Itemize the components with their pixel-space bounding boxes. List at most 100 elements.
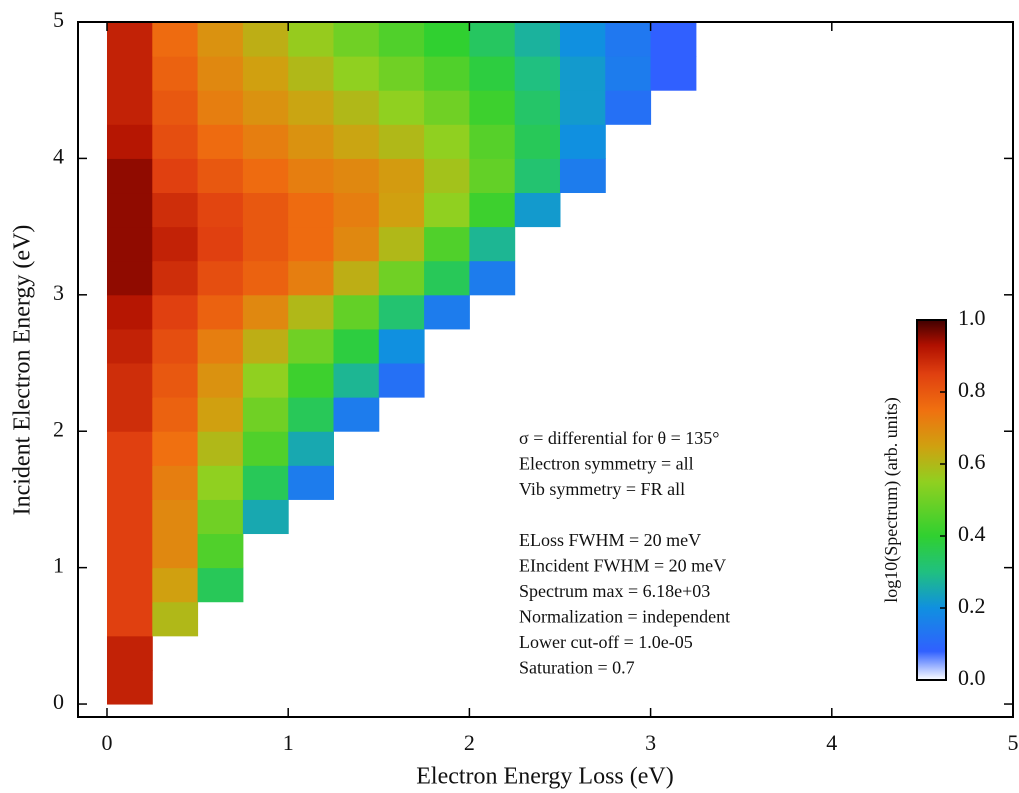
heatmap-cell	[469, 90, 515, 125]
heatmap-cell	[243, 227, 289, 262]
heatmap-cell	[288, 295, 334, 330]
heatmap-cell	[198, 90, 244, 125]
heatmap-cell	[198, 295, 244, 330]
heatmap-cell	[243, 363, 289, 398]
heatmap-cell	[198, 568, 244, 603]
heatmap-cell	[107, 56, 153, 91]
heatmap-cell	[107, 431, 153, 466]
heatmap-cell	[152, 602, 198, 637]
heatmap-cell	[288, 158, 334, 193]
heatmap-cell	[379, 227, 425, 262]
heatmap-cell	[152, 568, 198, 603]
heatmap-cell	[333, 193, 379, 228]
heatmap-cell	[107, 568, 153, 603]
heatmap-cell	[288, 465, 334, 500]
heatmap-cell	[560, 22, 606, 57]
colorbar	[917, 320, 946, 680]
y-tick-label: 0	[53, 689, 64, 714]
annotation: Normalization = independent	[519, 607, 730, 627]
annotation: EIncident FWHM = 20 meV	[519, 556, 726, 576]
heatmap-cell	[198, 22, 244, 57]
heatmap-cell	[152, 397, 198, 432]
colorbar-tick-label: 0.6	[958, 449, 986, 474]
heatmap-cell	[107, 465, 153, 500]
heatmap-cell	[515, 124, 561, 159]
heatmap-cell	[469, 56, 515, 91]
heatmap-cell	[152, 295, 198, 330]
heatmap-cell	[469, 22, 515, 57]
heatmap-cell	[560, 90, 606, 125]
y-tick-label: 5	[53, 7, 64, 32]
heatmap-cell	[243, 465, 289, 500]
heatmap-cell	[152, 363, 198, 398]
heatmap-cell	[469, 124, 515, 159]
heatmap-cell	[152, 534, 198, 569]
heatmap-cell	[152, 124, 198, 159]
heatmap-cell	[243, 193, 289, 228]
heatmap-cell	[333, 329, 379, 364]
heatmap-cell	[515, 22, 561, 57]
heatmap-cell	[379, 329, 425, 364]
heatmap-cell	[243, 261, 289, 296]
heatmap-cell	[107, 329, 153, 364]
heatmap-cell	[379, 22, 425, 57]
heatmap-cell	[107, 499, 153, 534]
heatmap-cell	[152, 193, 198, 228]
heatmap-cell	[379, 56, 425, 91]
y-tick-label: 2	[53, 416, 64, 441]
x-tick-label: 4	[826, 730, 837, 755]
heatmap-cell	[198, 534, 244, 569]
heatmap-cell	[333, 295, 379, 330]
heatmap-cell	[198, 56, 244, 91]
heatmap-cell	[152, 261, 198, 296]
heatmap-cell	[424, 261, 470, 296]
heatmap-cell	[333, 397, 379, 432]
heatmap-cell	[469, 193, 515, 228]
heatmap-cell	[288, 193, 334, 228]
heatmap-cell	[515, 90, 561, 125]
heatmap-cell	[107, 602, 153, 637]
annotation: σ = differential for θ = 135°	[519, 428, 719, 448]
heatmap-cell	[333, 22, 379, 57]
annotation: Spectrum max = 6.18e+03	[519, 581, 710, 601]
y-tick-label: 4	[53, 143, 64, 168]
heatmap-cell	[605, 22, 651, 57]
heatmap-cell	[469, 158, 515, 193]
heatmap-cell	[243, 329, 289, 364]
heatmap-cell	[198, 397, 244, 432]
heatmap-cell	[288, 22, 334, 57]
heatmap-cell	[424, 56, 470, 91]
heatmap-cell	[107, 227, 153, 262]
heatmap-cell	[288, 397, 334, 432]
heatmap-cell	[152, 158, 198, 193]
heatmap-cell	[333, 227, 379, 262]
heatmap-cell	[288, 124, 334, 159]
heatmap-cell	[152, 431, 198, 466]
heatmap-cell	[107, 124, 153, 159]
heatmap-cell	[379, 363, 425, 398]
heatmap-cell	[424, 295, 470, 330]
heatmap-cell	[379, 295, 425, 330]
heatmap-cell	[333, 158, 379, 193]
heatmap-cell	[288, 90, 334, 125]
heatmap-cell	[107, 636, 153, 671]
heatmap-cell	[288, 329, 334, 364]
heatmap-cell	[198, 431, 244, 466]
x-tick-label: 5	[1008, 730, 1019, 755]
heatmap-cell	[243, 295, 289, 330]
heatmap-cell	[560, 124, 606, 159]
heatmap-cell	[152, 22, 198, 57]
heatmap-cell	[288, 431, 334, 466]
heatmap-cell	[107, 295, 153, 330]
heatmap-cell	[198, 329, 244, 364]
heatmap-cell	[424, 90, 470, 125]
heatmap-cell	[333, 124, 379, 159]
colorbar-tick-label: 0.4	[958, 521, 986, 546]
colorbar-tick-label: 0.2	[958, 593, 986, 618]
heatmap-cell	[107, 193, 153, 228]
heatmap-cell	[424, 124, 470, 159]
colorbar-tick-label: 1.0	[958, 305, 986, 330]
heatmap-cell	[469, 227, 515, 262]
annotation: ELoss FWHM = 20 meV	[519, 530, 701, 550]
